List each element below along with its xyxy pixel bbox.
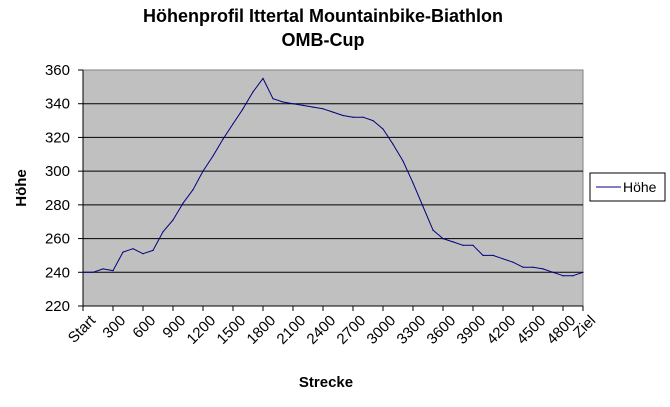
axes (78, 69, 584, 311)
x-tick-label: 1200 (184, 312, 220, 348)
data-point (572, 275, 574, 277)
x-tick-label: 1800 (244, 312, 280, 348)
data-point (262, 77, 264, 79)
x-tick-label: 300 (99, 312, 129, 342)
y-tick-labels: 220 240 260 280 300 320 340 360 (45, 62, 70, 315)
data-point (372, 120, 374, 122)
data-point (332, 111, 334, 113)
data-point (362, 116, 364, 118)
chart-subtitle: OMB-Cup (282, 30, 365, 50)
data-point (142, 253, 144, 255)
data-point (82, 271, 84, 273)
data-point (352, 116, 354, 118)
data-point (422, 205, 424, 208)
data-point (442, 238, 444, 240)
data-point (512, 261, 514, 263)
data-point (122, 251, 124, 253)
data-point (562, 275, 564, 277)
data-point (202, 170, 204, 172)
x-tick-label: Ziel (570, 312, 599, 341)
x-tick-label: 2100 (274, 312, 310, 348)
data-point (182, 202, 184, 204)
x-tick-label: 3600 (424, 312, 460, 348)
legend-label: Höhe (623, 179, 657, 195)
data-point (292, 103, 294, 105)
data-point (492, 254, 494, 256)
y-tick-label: 300 (45, 163, 70, 180)
data-point (172, 219, 174, 221)
x-tick-label: 4200 (484, 312, 520, 348)
data-point (532, 266, 534, 268)
data-point (112, 270, 114, 272)
x-tick-label: Start (65, 312, 100, 347)
data-point (482, 254, 484, 256)
data-point (382, 128, 384, 130)
data-point (92, 271, 94, 273)
x-tick-label: 600 (129, 312, 159, 342)
data-point (242, 108, 244, 110)
y-tick-label: 360 (45, 62, 70, 79)
x-tick-label: 1500 (214, 312, 250, 348)
data-point (342, 114, 344, 117)
data-point (312, 106, 314, 108)
data-point (522, 266, 524, 268)
data-point (222, 138, 224, 140)
y-tick-label: 340 (45, 96, 70, 113)
data-point (552, 271, 554, 273)
data-point (542, 268, 544, 270)
y-tick-label: 260 (45, 231, 70, 248)
x-tick-label: 2700 (334, 312, 370, 348)
data-point (582, 271, 584, 273)
plot-area (82, 69, 584, 307)
y-tick-label: 280 (45, 197, 70, 214)
y-axis-title: Höhe (13, 169, 30, 207)
data-point (212, 155, 214, 157)
data-point (402, 160, 404, 162)
data-point (462, 244, 464, 246)
data-point (282, 101, 284, 103)
x-tick-label: 3900 (454, 312, 490, 348)
data-point (302, 104, 304, 106)
data-point (452, 241, 454, 243)
x-tick-label: 3000 (364, 312, 400, 348)
x-tick-label: 2400 (304, 312, 340, 348)
data-point (502, 258, 504, 260)
legend: Höhe (589, 172, 666, 202)
data-point (272, 98, 274, 100)
data-point (392, 143, 394, 145)
y-tick-label: 240 (45, 264, 70, 281)
data-point (102, 268, 104, 270)
chart-title: Höhenprofil Ittertal Mountainbike-Biathl… (143, 6, 503, 26)
series-layer (82, 77, 584, 277)
gridlines (83, 103, 583, 273)
y-tick-label: 220 (45, 298, 70, 315)
data-point (192, 189, 194, 191)
data-point (162, 231, 164, 233)
x-tick-label: 3300 (394, 312, 430, 348)
data-point (232, 123, 234, 125)
data-point (322, 108, 324, 110)
data-point (152, 249, 154, 251)
y-tick-label: 320 (45, 129, 70, 146)
data-point (432, 229, 434, 231)
x-tick-labels: Start 300 600 90012001500180021002400270030… (65, 312, 599, 348)
data-point (252, 91, 254, 93)
x-axis-title: Strecke (299, 374, 353, 391)
data-point (472, 244, 474, 246)
data-point (132, 248, 134, 250)
data-point (412, 182, 414, 184)
x-tick-label: 4500 (514, 312, 550, 348)
